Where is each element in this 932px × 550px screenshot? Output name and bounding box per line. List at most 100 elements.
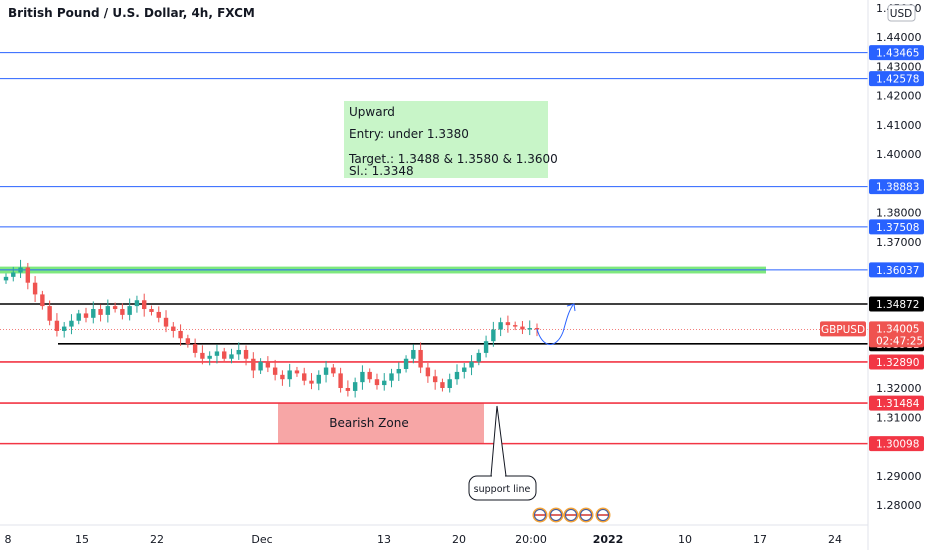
candle-body <box>425 367 431 377</box>
candle-body <box>476 352 482 362</box>
info-line-stoploss: Sl.: 1.3348 <box>349 164 414 178</box>
candle-body <box>374 379 380 386</box>
candle-body <box>11 272 16 277</box>
price-tag-1.38883 <box>869 179 924 195</box>
candle-body <box>265 361 271 368</box>
candle-body <box>396 368 401 374</box>
callout-pointer <box>490 405 507 477</box>
price-tag-label: 1.34872 <box>876 299 919 311</box>
price-tag-label: 1.38883 <box>876 182 919 194</box>
y-tick-label: 1.29000 <box>876 470 922 483</box>
price-tag-1.37508 <box>869 219 924 235</box>
candle-body <box>512 325 518 327</box>
currency-badge-label: USD <box>890 8 912 20</box>
candle-body <box>3 276 9 281</box>
bearish-zone <box>278 403 484 444</box>
candle-body <box>447 379 452 388</box>
candle-body <box>418 349 423 368</box>
current-price-label: 1.34005 <box>876 323 919 335</box>
y-tick-label: 1.38000 <box>876 207 922 220</box>
arrow-head-icon <box>566 303 576 312</box>
candle-body <box>105 306 111 315</box>
candle-body <box>112 306 118 310</box>
y-tick-label: 1.40000 <box>876 148 922 161</box>
candle-body <box>243 349 249 359</box>
candle-body <box>200 352 205 359</box>
x-tick-label: 15 <box>75 533 89 546</box>
candle-body <box>83 313 89 318</box>
candle-body <box>171 326 176 331</box>
candle-body <box>40 294 45 307</box>
candle-body <box>192 344 198 353</box>
candle-body <box>120 309 125 315</box>
currency-badge[interactable] <box>887 4 916 22</box>
callout-join <box>492 474 505 478</box>
candle-body <box>389 373 394 381</box>
candle-body <box>440 382 445 388</box>
candle-body <box>411 349 416 359</box>
candle-body <box>294 370 300 374</box>
info-line-target: Target.: 1.3488 & 1.3580 & 1.3600 <box>348 152 558 166</box>
candle-body <box>251 358 256 371</box>
candle-body <box>483 341 489 353</box>
y-tick-label: 1.31000 <box>876 411 922 424</box>
price-tag-label: 1.30098 <box>876 439 919 451</box>
candle-body <box>316 374 321 384</box>
candle-body <box>18 267 23 273</box>
candle-body <box>338 373 343 388</box>
candle-body <box>432 376 438 383</box>
candle-body <box>127 306 132 315</box>
candle-body <box>272 367 278 375</box>
price-tag-1.31484 <box>869 395 924 411</box>
price-tag-label: 1.43465 <box>876 48 919 60</box>
info-box: Upward Entry: under 1.3380 Target.: 1.34… <box>344 101 558 178</box>
candle-body <box>462 367 467 372</box>
candle-body <box>280 374 285 380</box>
candle-body <box>47 306 52 321</box>
candle-body <box>91 309 96 318</box>
symbol-tag-label: GBPUSD <box>821 324 865 336</box>
price-tag-1.34872 <box>869 296 924 312</box>
candle-body <box>142 300 147 310</box>
candle-body <box>403 358 409 369</box>
event-icons[interactable] <box>532 507 611 523</box>
price-tag-1.36037 <box>869 262 924 278</box>
candle-body <box>98 309 103 315</box>
candle-body <box>454 371 460 380</box>
y-tick-label: 1.41000 <box>876 119 922 132</box>
x-tick-label: 17 <box>753 533 767 546</box>
time-axis-ticks[interactable]: 8 15 22 Dec 13 20 20:00 2022 10 17 24 <box>5 533 843 546</box>
projection-arrow <box>536 303 576 345</box>
candle-body <box>134 300 140 307</box>
projection-curve <box>536 304 574 345</box>
callout-label: support line <box>474 484 531 495</box>
candle-body <box>214 351 220 356</box>
levels-layer <box>0 52 868 445</box>
x-tick-label: 24 <box>828 533 842 546</box>
price-tag-label: 1.42578 <box>876 74 919 86</box>
price-tag-label: 1.31484 <box>876 398 920 410</box>
candle-body <box>505 322 511 326</box>
info-line-entry: Entry: under 1.3380 <box>349 127 469 141</box>
candle-body <box>25 267 31 283</box>
candle-body <box>76 313 81 321</box>
price-tag-label: 1.36037 <box>876 265 919 277</box>
y-tick-label: 1.32000 <box>876 382 922 395</box>
candle-body <box>491 329 496 342</box>
x-tick-label: 20 <box>452 533 466 546</box>
y-tick-label: 1.42000 <box>876 90 922 103</box>
price-tag-1.43465 <box>869 45 924 61</box>
candle-body <box>185 338 191 345</box>
price-tag-label: 1.37508 <box>876 222 919 234</box>
candle-body <box>331 367 336 374</box>
candle-body <box>222 351 227 359</box>
candle-body <box>323 367 329 375</box>
price-tag-1.32890 <box>869 354 924 370</box>
candles-layer <box>3 259 540 398</box>
candle-body <box>229 354 234 359</box>
symbol-tag <box>820 321 866 337</box>
candle-body <box>258 361 263 371</box>
price-tag-1.42578 <box>869 71 924 87</box>
